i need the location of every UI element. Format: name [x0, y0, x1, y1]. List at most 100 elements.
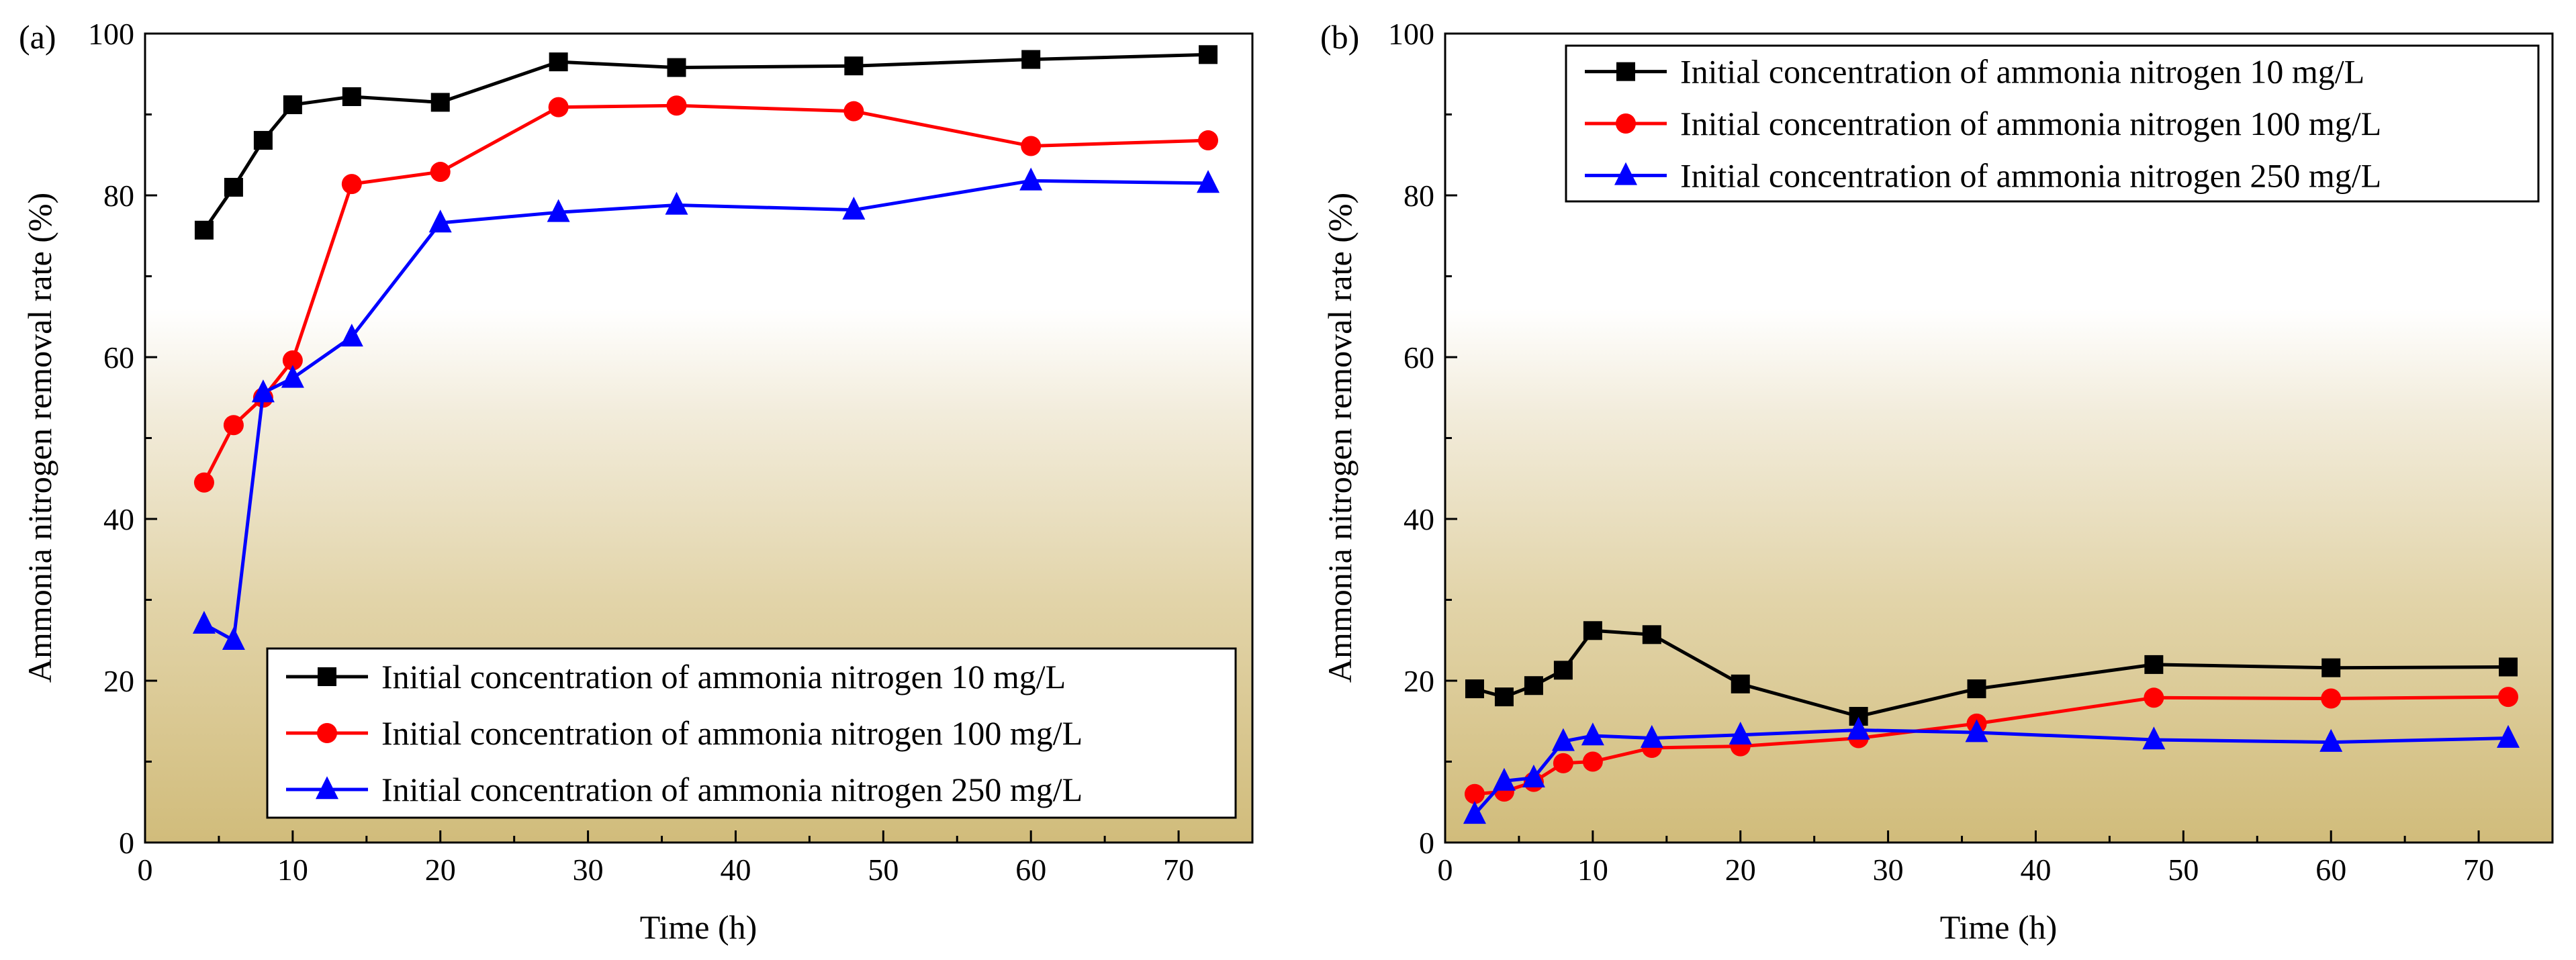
data-point	[1553, 753, 1573, 773]
legend-marker	[1616, 113, 1636, 134]
data-point	[342, 87, 361, 106]
x-tick-label: 70	[2463, 853, 2494, 887]
y-tick-label: 100	[88, 17, 134, 51]
data-point	[2498, 687, 2519, 708]
legend-marker	[317, 723, 337, 743]
data-point	[192, 610, 216, 634]
x-tick-label: 0	[1438, 853, 1453, 887]
axes-a: 0 10 20 30 40 50 60 70 0 20 40 60 80 100	[88, 17, 1194, 887]
legend-item: Initial concentration of ammonia nitroge…	[286, 771, 1083, 808]
data-point	[1465, 679, 1484, 699]
data-point	[341, 174, 362, 195]
data-point	[1847, 716, 1870, 740]
data-point	[844, 56, 864, 76]
data-point	[430, 93, 450, 112]
panel-label-a: (a)	[19, 18, 56, 56]
data-point	[1198, 130, 1219, 151]
data-point	[1553, 661, 1573, 680]
legend-box	[1565, 44, 2540, 203]
data-point	[1464, 783, 1485, 804]
data-point	[1197, 170, 1220, 193]
data-point	[223, 415, 244, 436]
legend-label: Initial concentration of ammonia nitroge…	[381, 658, 1066, 695]
data-point	[430, 162, 451, 183]
data-point	[2142, 726, 2166, 750]
data-point	[282, 350, 303, 371]
x-tick-label: 60	[2315, 853, 2346, 887]
legend-marker	[1616, 62, 1635, 81]
x-tick-label: 70	[1163, 853, 1194, 887]
legend-label: Initial concentration of ammonia nitroge…	[1680, 156, 2381, 194]
data-point	[251, 379, 275, 403]
legend-marker	[1614, 162, 1637, 185]
data-point	[1731, 674, 1750, 693]
y-tick-label: 40	[1404, 502, 1434, 536]
series-square-0	[1465, 621, 2518, 726]
data-point	[193, 472, 214, 493]
x-tick-label: 50	[868, 853, 899, 887]
data-point	[1463, 801, 1486, 824]
legend-label: Initial concentration of ammonia nitroge…	[1680, 53, 2364, 91]
data-point	[842, 196, 866, 220]
data-point	[1524, 676, 1543, 695]
x-axis-title-b: Time (h)	[1940, 908, 2058, 946]
plot-series-a	[192, 45, 1220, 651]
data-point	[283, 95, 302, 115]
legend-item: Initial concentration of ammonia nitroge…	[286, 714, 1083, 752]
data-point	[224, 177, 243, 197]
data-point	[1021, 136, 1042, 156]
data-point	[1492, 767, 1516, 791]
data-point	[1582, 751, 1603, 772]
series-triangle-2	[1463, 716, 2520, 824]
data-point	[194, 220, 214, 240]
data-point	[222, 627, 245, 651]
y-tick-label: 100	[1388, 17, 1434, 51]
x-tick-label: 10	[1577, 853, 1608, 887]
plot-series-b	[1463, 621, 2520, 824]
data-point	[2321, 658, 2341, 677]
axes-b: 0 10 20 30 40 50 60 70 0 20 40 60 80 100	[1388, 17, 2494, 887]
x-axis-title-a: Time (h)	[640, 908, 757, 946]
data-point	[1021, 50, 1041, 69]
data-point	[1965, 719, 1988, 742]
y-tick-label: 60	[103, 340, 134, 375]
y-tick-label: 80	[1404, 179, 1434, 213]
data-point	[547, 199, 570, 222]
y-tick-label: 40	[103, 502, 134, 536]
data-point	[2319, 728, 2343, 752]
y-axis-title-a: Ammonia nitrogen removal rate (%)	[21, 193, 58, 683]
x-tick-label: 10	[277, 853, 308, 887]
chart-panel-a: 0 10 20 30 40 50 60 70 0 20 40 60 80 100 (a) Ammonia …	[19, 17, 1254, 946]
data-point	[1640, 724, 1663, 748]
series-square-0	[194, 45, 1218, 240]
y-tick-label: 20	[1404, 664, 1434, 698]
x-tick-label: 40	[2020, 853, 2051, 887]
x-tick-label: 60	[1015, 853, 1046, 887]
legend-a: Initial concentration of ammonia nitroge…	[266, 647, 1237, 819]
x-tick-label: 0	[138, 853, 153, 887]
data-point	[2321, 688, 2342, 709]
legend-marker	[318, 667, 336, 686]
data-point	[667, 58, 686, 77]
data-point	[1729, 722, 1752, 745]
legend-box	[266, 647, 1237, 819]
x-tick-label: 30	[1873, 853, 1904, 887]
legend-label: Initial concentration of ammonia nitroge…	[381, 714, 1083, 752]
y-tick-label: 80	[103, 179, 134, 213]
data-point	[1581, 722, 1604, 746]
data-point	[1642, 625, 1661, 644]
legend-item: Initial concentration of ammonia nitroge…	[286, 658, 1066, 695]
data-point	[1019, 167, 1043, 191]
legend-label: Initial concentration of ammonia nitroge…	[381, 771, 1083, 808]
data-point	[281, 365, 304, 388]
legend-item: Initial concentration of ammonia nitroge…	[1585, 53, 2364, 91]
data-point	[1494, 687, 1514, 707]
x-tick-label: 40	[720, 853, 751, 887]
data-point	[2144, 687, 2164, 708]
data-point	[665, 191, 688, 215]
legend-item: Initial concentration of ammonia nitroge…	[1585, 105, 2381, 142]
data-point	[549, 52, 568, 72]
data-point	[1199, 45, 1218, 64]
data-point	[2499, 657, 2518, 677]
